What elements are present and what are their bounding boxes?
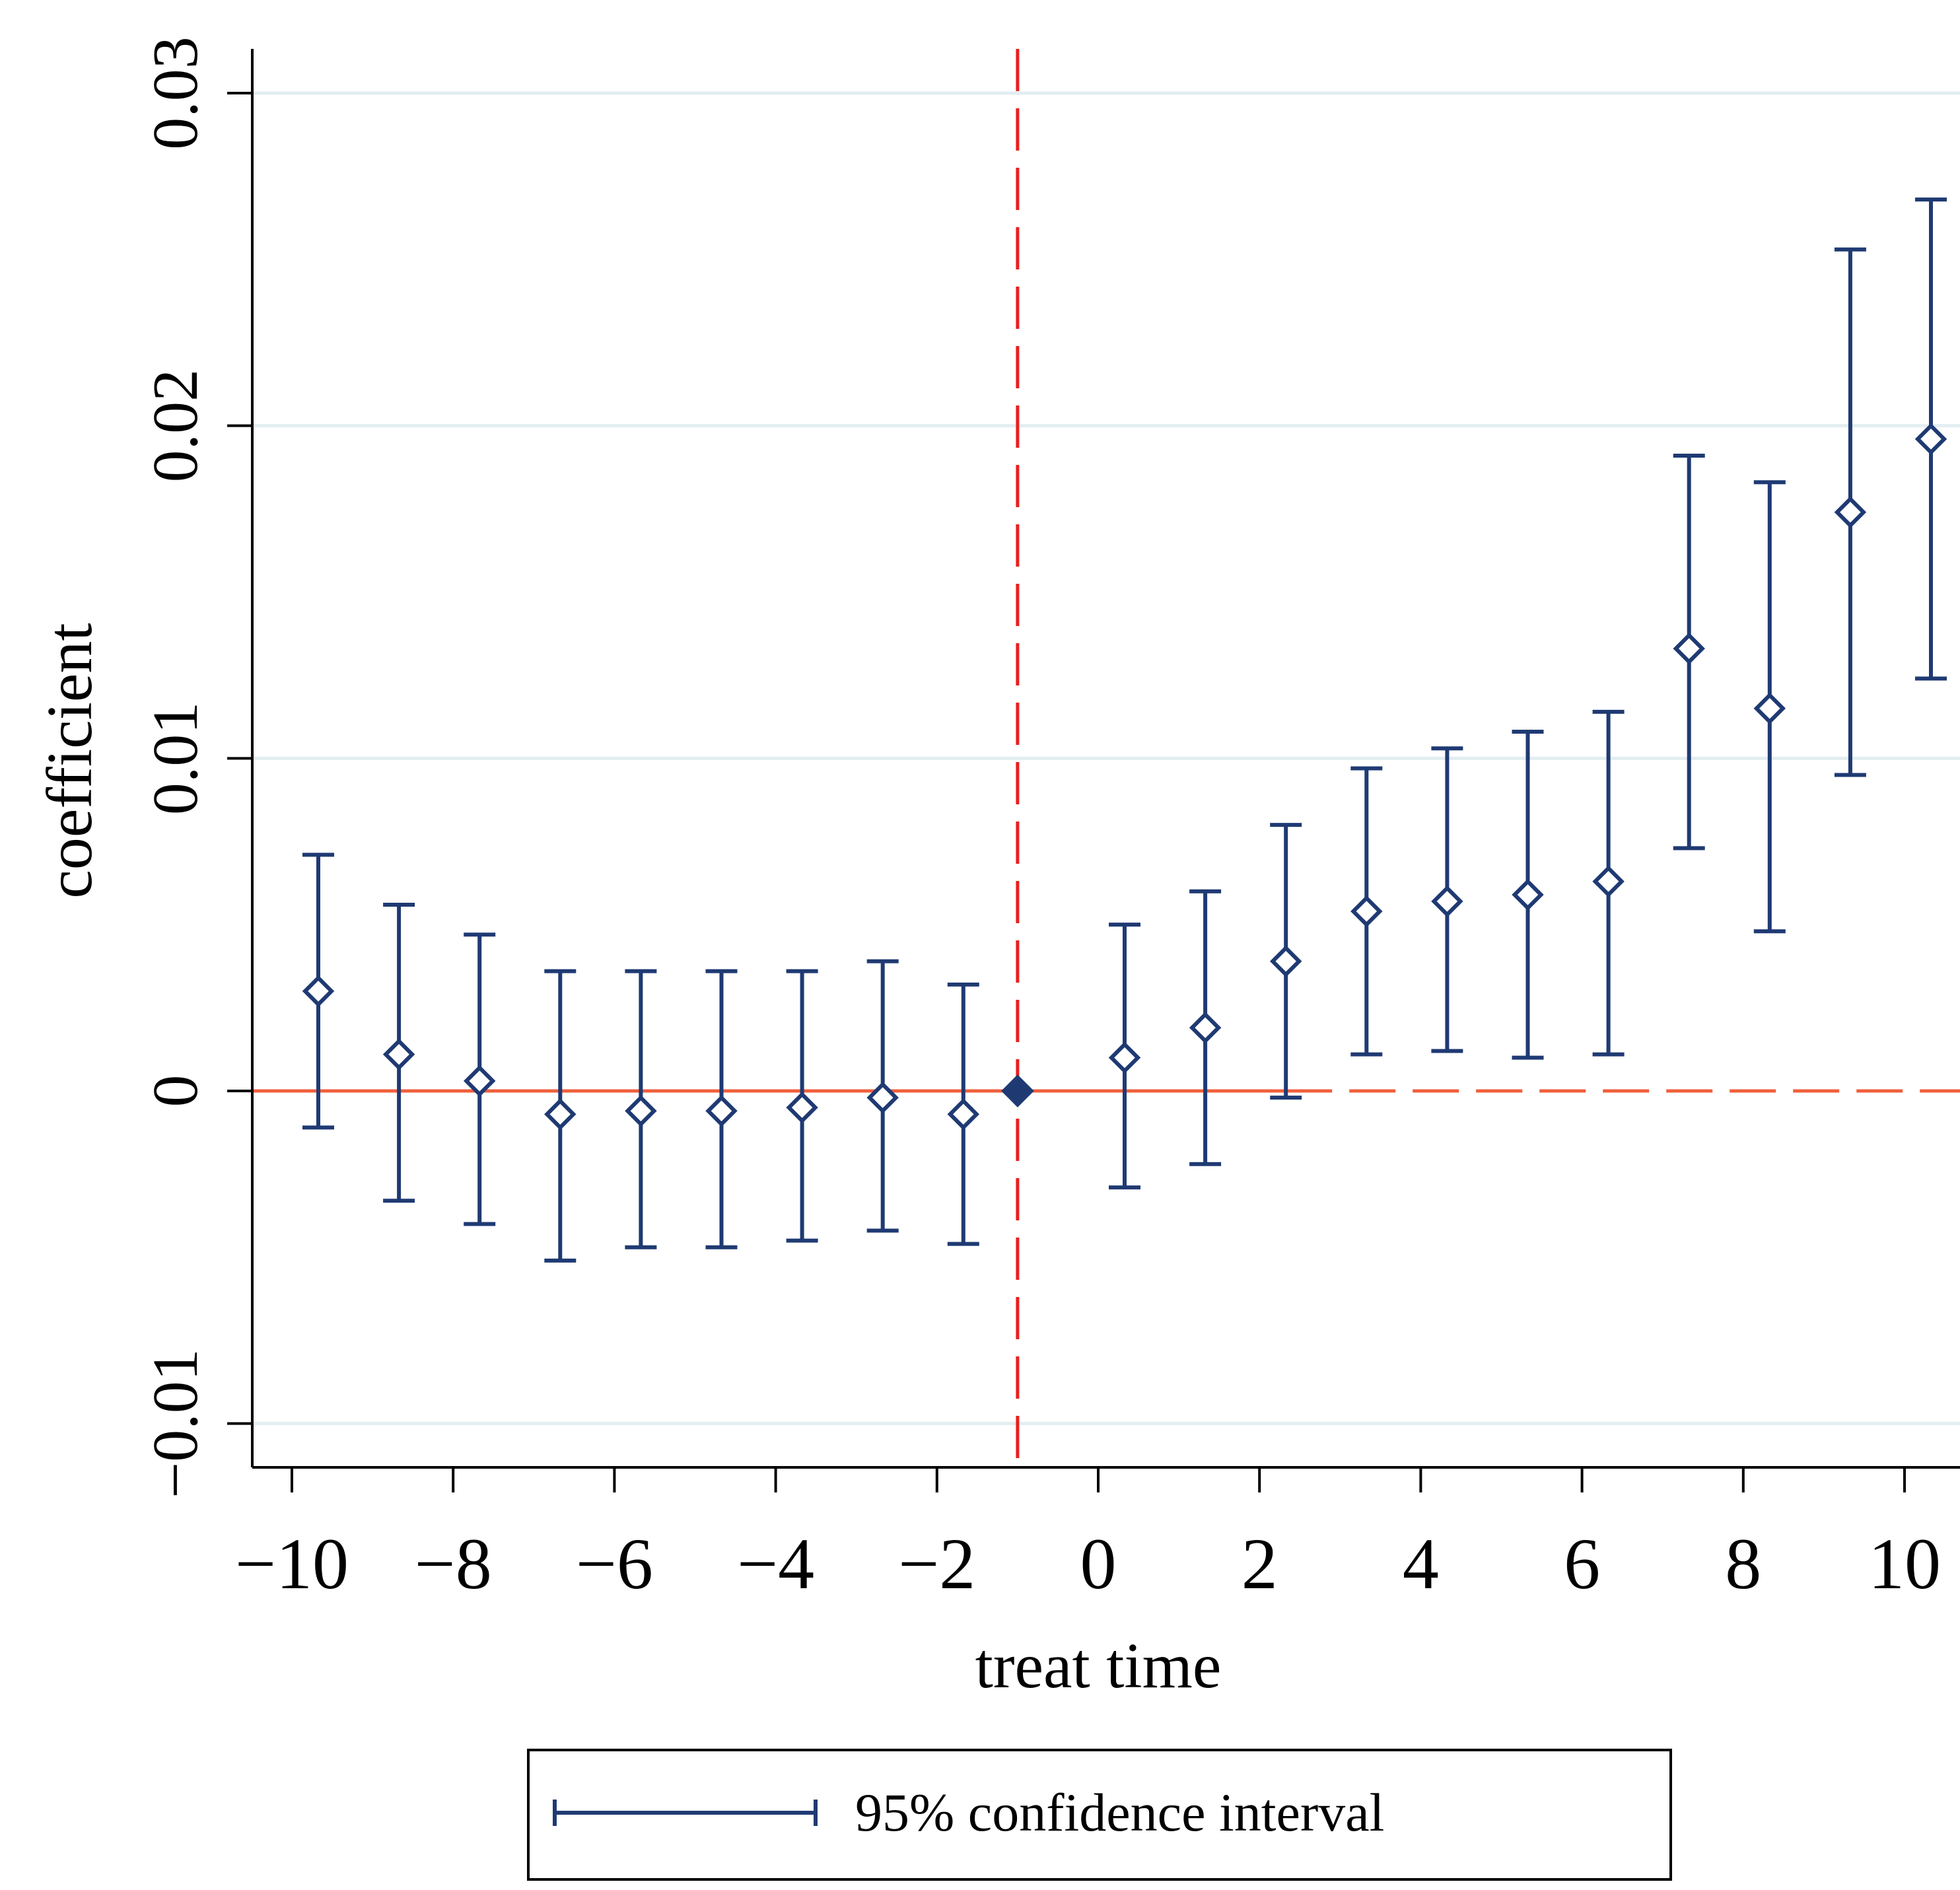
x-tick-label-2: −6 (576, 1523, 653, 1604)
y-tick-label-4: 0.03 (140, 36, 211, 150)
coefficient-marker-7 (866, 1081, 899, 1114)
y-tick-label-3: 0.02 (140, 369, 211, 483)
x-tick-label-7: 4 (1403, 1523, 1439, 1604)
x-tick-label-3: −4 (737, 1523, 814, 1604)
coefficient-marker-5 (705, 1094, 738, 1127)
y-axis-title: coefficient (34, 623, 106, 898)
coefficient-marker-16 (1673, 632, 1705, 665)
reference-period-marker-0 (1001, 1074, 1034, 1107)
coefficient-marker-14 (1512, 878, 1544, 911)
confidence-intervals (302, 197, 1947, 1263)
coefficient-marker-15 (1592, 865, 1625, 897)
coefficient-marker-2 (463, 1065, 496, 1098)
x-axis-title: treat time (975, 1630, 1222, 1702)
x-tick-label-8: 6 (1564, 1523, 1600, 1604)
coefficient-markers (302, 423, 1947, 1131)
coefficient-marker-8 (947, 1098, 980, 1131)
x-tick-label-0: −10 (235, 1523, 349, 1604)
x-tick-label-4: −2 (898, 1523, 975, 1604)
x-tick-label-5: 0 (1080, 1523, 1117, 1604)
coefficient-marker-4 (625, 1094, 657, 1127)
x-tick-label-9: 8 (1725, 1523, 1761, 1604)
coefficient-marker-0 (302, 975, 335, 1008)
y-axis-ticks: −0.01 0 0.01 0.02 0.03 (140, 36, 252, 1498)
coefficient-marker-1 (382, 1038, 415, 1070)
gridlines (252, 91, 1960, 1426)
x-tick-label-6: 2 (1242, 1523, 1278, 1604)
legend-label: 95% confidence interval (855, 1782, 1384, 1842)
coefficient-marker-12 (1350, 895, 1383, 928)
legend: 95% confidence interval (527, 1749, 1672, 1881)
coefficient-marker-19 (1914, 423, 1947, 456)
coefficient-marker-13 (1431, 885, 1463, 918)
x-axis-ticks: −10 −8 −6 −4 −2 0 2 4 6 8 10 (235, 1467, 1941, 1604)
coefficient-marker-10 (1189, 1012, 1222, 1044)
coefficient-marker-3 (544, 1098, 577, 1131)
coefficient-marker-9 (1108, 1041, 1141, 1074)
y-tick-label-1: 0 (140, 1075, 211, 1107)
x-tick-label-1: −8 (415, 1523, 492, 1604)
y-tick-label-2: 0.01 (140, 702, 211, 816)
coefficient-marker-11 (1269, 945, 1302, 977)
x-tick-label-10: 10 (1868, 1523, 1941, 1604)
coefficient-marker-17 (1753, 692, 1786, 725)
coefficient-marker-6 (786, 1091, 818, 1124)
y-tick-label-0: −0.01 (140, 1348, 211, 1498)
coefficient-marker-18 (1834, 496, 1867, 528)
